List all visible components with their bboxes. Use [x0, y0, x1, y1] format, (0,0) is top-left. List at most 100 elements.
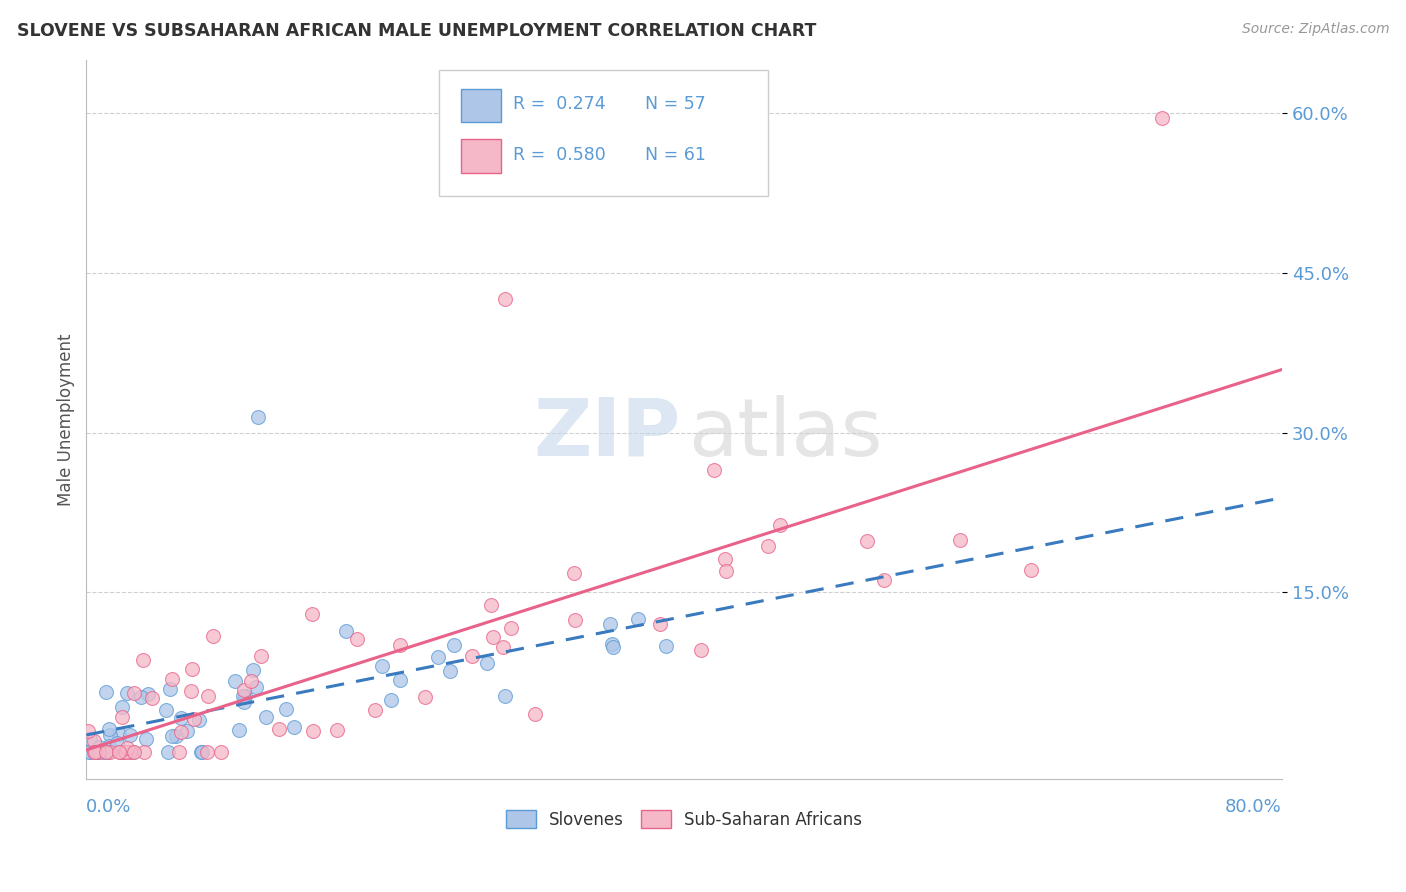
Point: [232, 689, 254, 703]
Point: [135, 732, 157, 747]
Point: [156, 745, 179, 759]
Point: [107, 745, 129, 759]
Point: [233, 695, 256, 709]
Point: [494, 689, 516, 703]
Point: [301, 607, 323, 621]
Point: [494, 293, 516, 307]
Point: [602, 640, 624, 654]
Point: [627, 612, 650, 626]
Point: [83, 745, 105, 759]
Point: [110, 745, 132, 759]
Point: [170, 711, 193, 725]
Point: [439, 664, 461, 678]
Point: [1152, 112, 1174, 126]
Point: [562, 566, 585, 581]
Point: [93, 745, 115, 759]
FancyBboxPatch shape: [461, 139, 501, 172]
Point: [233, 689, 256, 703]
Point: [364, 702, 387, 716]
Point: [499, 621, 522, 635]
Point: [77, 745, 100, 759]
Text: N = 57: N = 57: [645, 95, 706, 113]
Point: [335, 624, 357, 639]
Point: [138, 687, 160, 701]
Point: [118, 745, 141, 759]
Point: [380, 693, 402, 707]
Point: [79, 745, 101, 759]
Point: [301, 723, 323, 738]
Point: [115, 741, 138, 756]
Point: [949, 533, 972, 547]
Point: [756, 539, 779, 553]
Point: [107, 727, 129, 741]
Point: [180, 662, 202, 676]
Text: SLOVENE VS SUBSAHARAN AFRICAN MALE UNEMPLOYMENT CORRELATION CHART: SLOVENE VS SUBSAHARAN AFRICAN MALE UNEMP…: [17, 22, 817, 40]
Point: [98, 745, 121, 759]
Point: [475, 656, 498, 670]
Point: [413, 690, 436, 705]
Point: [83, 734, 105, 748]
Point: [492, 640, 515, 654]
Point: [482, 630, 505, 644]
Point: [183, 712, 205, 726]
Point: [769, 518, 792, 533]
Point: [283, 720, 305, 734]
Legend: Slovenes, Sub-Saharan Africans: Slovenes, Sub-Saharan Africans: [499, 804, 869, 835]
Point: [155, 703, 177, 717]
Point: [346, 632, 368, 646]
Point: [703, 463, 725, 477]
Point: [129, 690, 152, 704]
Point: [170, 724, 193, 739]
Point: [94, 745, 117, 759]
Point: [855, 533, 877, 548]
Point: [114, 745, 136, 759]
Point: [689, 643, 711, 657]
Point: [224, 673, 246, 688]
Point: [371, 658, 394, 673]
Point: [479, 598, 502, 612]
Point: [167, 745, 190, 759]
Point: [89, 739, 111, 754]
Point: [600, 637, 623, 651]
Y-axis label: Male Unemployment: Male Unemployment: [58, 333, 75, 506]
Point: [141, 691, 163, 706]
Point: [79, 732, 101, 747]
FancyBboxPatch shape: [439, 70, 768, 196]
Point: [110, 745, 132, 759]
Point: [427, 650, 450, 665]
Point: [249, 648, 271, 663]
Point: [114, 745, 136, 759]
Point: [1019, 563, 1042, 577]
Point: [211, 745, 233, 759]
Point: [201, 629, 224, 643]
Text: R =  0.274: R = 0.274: [513, 95, 606, 113]
Point: [160, 672, 183, 686]
Point: [111, 710, 134, 724]
Point: [228, 723, 250, 737]
Point: [84, 745, 107, 759]
Point: [599, 617, 621, 632]
Point: [122, 745, 145, 759]
Text: R =  0.580: R = 0.580: [513, 145, 606, 163]
Point: [461, 649, 484, 664]
Point: [190, 745, 212, 759]
Point: [100, 728, 122, 742]
Point: [122, 745, 145, 759]
Point: [84, 745, 107, 759]
Point: [388, 673, 411, 688]
Point: [115, 686, 138, 700]
Text: 80.0%: 80.0%: [1225, 798, 1282, 816]
Text: ZIP: ZIP: [533, 394, 681, 473]
Point: [247, 409, 270, 424]
Point: [276, 702, 298, 716]
Point: [124, 686, 146, 700]
Text: Source: ZipAtlas.com: Source: ZipAtlas.com: [1241, 22, 1389, 37]
Point: [443, 638, 465, 652]
FancyBboxPatch shape: [461, 89, 501, 122]
Point: [159, 681, 181, 696]
Point: [873, 573, 896, 587]
Text: atlas: atlas: [688, 394, 882, 473]
Point: [714, 552, 737, 566]
Point: [242, 664, 264, 678]
Point: [254, 709, 277, 723]
